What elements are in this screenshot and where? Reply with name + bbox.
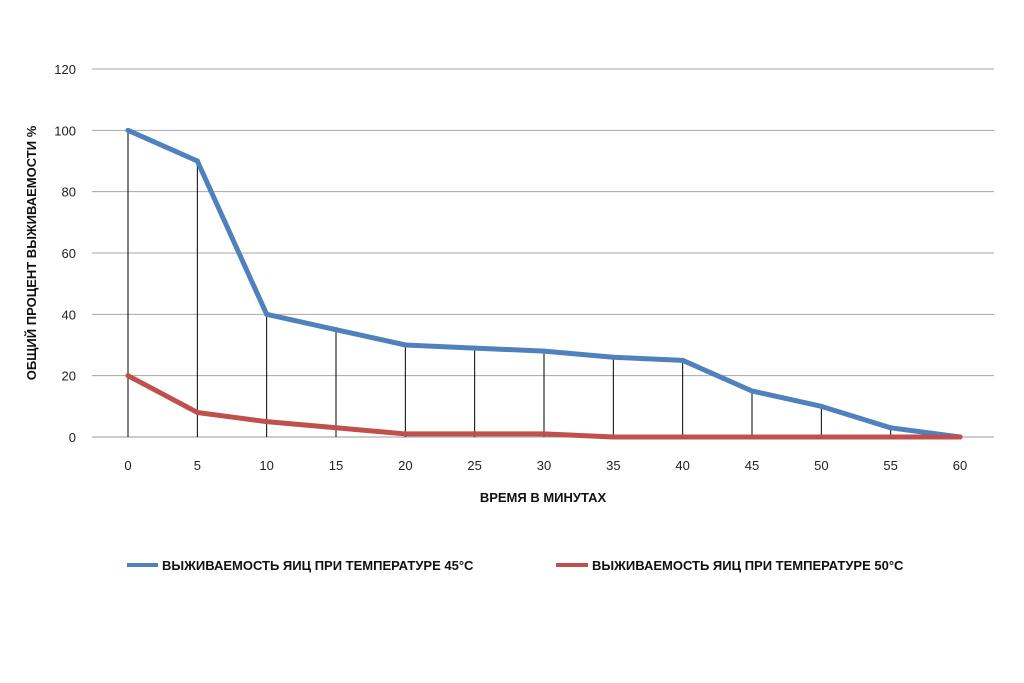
legend-label-50: ВЫЖИВАЕМОСТЬ ЯИЦ ПРИ ТЕМПЕРАТУРЕ 50°С <box>592 558 904 573</box>
data-point-series-0 <box>818 403 824 409</box>
series-lines <box>125 127 963 440</box>
x-tick-label: 20 <box>398 458 412 473</box>
legend-item-50: ВЫЖИВАЕМОСТЬ ЯИЦ ПРИ ТЕМПЕРАТУРЕ 50°С <box>556 558 904 573</box>
y-tick-label: 120 <box>54 62 76 77</box>
y-tick-label: 100 <box>54 123 76 138</box>
x-axis-title: ВРЕМЯ В МИНУТАХ <box>480 490 607 505</box>
x-tick-label: 55 <box>883 458 897 473</box>
data-point-series-0 <box>680 357 686 363</box>
legend-label-45: ВЫЖИВАЕМОСТЬ ЯИЦ ПРИ ТЕМПЕРАТУРЕ 45°С <box>162 558 474 573</box>
x-tick-label: 10 <box>259 458 273 473</box>
y-tick-labels: 0 20 40 60 80 100 120 <box>54 62 76 445</box>
x-tick-label: 50 <box>814 458 828 473</box>
data-point-series-1 <box>888 434 894 440</box>
x-tick-label: 35 <box>606 458 620 473</box>
y-tick-label: 80 <box>62 185 76 200</box>
data-point-series-0 <box>264 311 270 317</box>
y-tick-label: 60 <box>62 246 76 261</box>
data-point-series-1 <box>818 434 824 440</box>
data-point-series-1 <box>125 373 131 379</box>
x-tick-label: 0 <box>124 458 131 473</box>
data-point-series-0 <box>610 354 616 360</box>
data-point-series-0 <box>333 327 339 333</box>
data-point-series-1 <box>333 425 339 431</box>
legend-item-45: ВЫЖИВАЕМОСТЬ ЯИЦ ПРИ ТЕМПЕРАТУРЕ 45°С <box>127 558 474 573</box>
x-tick-label: 5 <box>194 458 201 473</box>
data-point-series-0 <box>749 388 755 394</box>
x-tick-label: 40 <box>675 458 689 473</box>
grid <box>92 68 994 438</box>
data-point-series-1 <box>957 434 963 440</box>
x-tick-labels: 0 5 10 15 20 25 30 35 40 45 50 55 60 <box>124 458 967 473</box>
data-point-series-0 <box>402 342 408 348</box>
y-tick-label: 0 <box>69 430 76 445</box>
data-point-series-0 <box>472 345 478 351</box>
x-tick-label: 45 <box>745 458 759 473</box>
x-tick-label: 25 <box>467 458 481 473</box>
x-tick-label: 15 <box>329 458 343 473</box>
y-axis-title: ОБЩИЙ ПРОЦЕНТ ВЫЖИВАЕМОСТИ % <box>24 125 39 380</box>
legend: ВЫЖИВАЕМОСТЬ ЯИЦ ПРИ ТЕМПЕРАТУРЕ 45°С ВЫ… <box>127 558 904 573</box>
x-tick-label: 30 <box>537 458 551 473</box>
data-point-series-0 <box>888 425 894 431</box>
data-point-series-1 <box>541 431 547 437</box>
y-tick-label: 40 <box>62 307 76 322</box>
data-point-series-0 <box>194 158 200 164</box>
data-point-series-1 <box>472 431 478 437</box>
data-point-series-0 <box>541 348 547 354</box>
drop-lines <box>127 130 892 437</box>
data-point-series-1 <box>680 434 686 440</box>
data-point-series-1 <box>749 434 755 440</box>
data-point-series-1 <box>610 434 616 440</box>
data-point-series-1 <box>402 431 408 437</box>
data-point-series-1 <box>264 419 270 425</box>
data-point-series-0 <box>125 127 131 133</box>
x-tick-label: 60 <box>953 458 967 473</box>
y-tick-label: 20 <box>62 369 76 384</box>
data-point-series-1 <box>194 409 200 415</box>
